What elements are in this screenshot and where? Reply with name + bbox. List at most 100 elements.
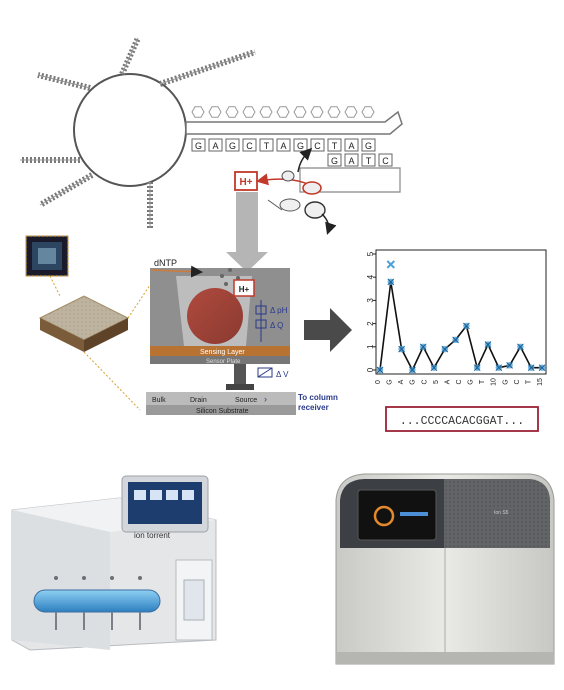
new-base-box — [327, 153, 342, 167]
signal-point-marker — [452, 336, 459, 344]
column-receiver-label: To column receiver — [298, 393, 338, 412]
x-tick-label: G — [502, 379, 509, 384]
new-base: A — [348, 156, 354, 166]
y-tick-label: 0 — [366, 367, 375, 372]
new-base-box — [361, 153, 376, 167]
x-tick-label: G — [410, 379, 417, 384]
template-base: G — [297, 141, 304, 151]
delta-q-label: Δ Q — [270, 321, 283, 330]
x-tick-label: T — [479, 379, 486, 384]
s5-screen — [357, 489, 437, 541]
template-base: A — [348, 141, 354, 151]
template-base: G — [229, 141, 236, 151]
signal-point-marker — [409, 366, 416, 374]
signal-point-marker — [495, 364, 503, 372]
signal-point-marker — [398, 345, 405, 353]
sugar-ring — [242, 106, 256, 118]
x-tick-label: 15 — [537, 378, 544, 386]
brand-label: ion torrent — [134, 531, 171, 540]
signal-point-marker — [430, 364, 438, 372]
template-base-box — [344, 138, 359, 152]
delta-v-label: Δ V — [276, 370, 289, 379]
signal-point-marker — [527, 364, 535, 372]
template-base: A — [212, 141, 218, 151]
y-tick-label: 4 — [366, 274, 375, 279]
chip-inset — [25, 235, 69, 297]
x-tick-label: 0 — [375, 380, 382, 384]
new-base: T — [366, 156, 372, 166]
y-tick-label: 1 — [366, 344, 375, 349]
bead-in-well — [187, 288, 243, 344]
new-base: G — [331, 156, 338, 166]
complement-strand — [299, 167, 401, 193]
well-array — [38, 284, 151, 411]
source-label: Source — [235, 397, 257, 404]
template-base-box — [208, 138, 223, 152]
y-tick-label: 3 — [366, 298, 375, 303]
sensor-cross-section: Sensing Layer Sensor Plate Bulk Drain So… — [146, 258, 338, 415]
sugar-ring — [361, 106, 375, 118]
signal-point-marker — [506, 362, 513, 369]
sequence-box — [385, 406, 539, 432]
x-tick-label: C — [421, 379, 428, 384]
template-strand-backbone — [185, 110, 403, 135]
template-base-box — [191, 138, 206, 152]
svg-text:›: › — [264, 394, 267, 404]
signal-point-marker — [419, 343, 427, 351]
sugar-ring — [293, 106, 307, 118]
proton-in-well-label: H+ — [239, 285, 250, 294]
y-tick-label: 2 — [366, 321, 375, 326]
sugar-ring — [259, 106, 273, 118]
x-tick-label: 5 — [433, 380, 440, 384]
signal-point-marker — [441, 345, 449, 353]
template-base: T — [332, 141, 338, 151]
new-base: C — [382, 156, 389, 166]
x-tick-label: T — [525, 379, 532, 384]
template-base-box — [242, 138, 257, 152]
ion-s5-instrument: Ion S5 — [335, 473, 555, 665]
sequence-read: ...CCCCACACGGAT... — [400, 415, 524, 428]
x-tick-label: C — [456, 379, 463, 384]
proton-label: H+ — [239, 177, 252, 188]
sugar-ring — [191, 106, 205, 118]
template-base: C — [314, 141, 321, 151]
transistor-layer — [146, 392, 296, 405]
bead-circle — [73, 73, 187, 187]
signal-point-marker — [463, 322, 470, 330]
template-base-box — [276, 138, 291, 152]
signal-point-marker — [473, 364, 481, 372]
sensing-layer-label: Sensing Layer — [200, 349, 245, 356]
sugar-ring — [276, 106, 290, 118]
delta-ph-label: Δ pH — [270, 306, 288, 315]
outlier-marker — [386, 260, 396, 269]
sugar-ring-row — [191, 106, 375, 118]
x-tick-label: G — [387, 379, 394, 384]
sensor-plate-label: Sensor Plate — [206, 359, 241, 365]
template-base-box — [361, 138, 376, 152]
template-base-box — [310, 138, 325, 152]
dntp-label: dNTP — [154, 258, 177, 268]
signal-point-marker — [517, 343, 524, 351]
x-tick-label: A — [398, 379, 405, 384]
s5-panel-text: Ion S5 — [494, 510, 509, 516]
sugar-ring — [310, 106, 324, 118]
new-base-box — [378, 153, 393, 167]
signal-point-marker — [387, 278, 395, 286]
signal-point-marker — [484, 341, 492, 348]
template-base: G — [195, 141, 202, 151]
sugar-ring — [344, 106, 358, 118]
signal-point-marker — [376, 366, 384, 374]
signal-line — [379, 281, 542, 372]
down-arrow — [226, 192, 268, 272]
template-base: G — [365, 141, 372, 151]
y-tick-label: 5 — [366, 251, 375, 256]
polymerase-reaction: H+ — [234, 147, 337, 235]
template-base: A — [280, 141, 286, 151]
right-arrow — [304, 308, 352, 352]
template-base-box — [327, 138, 342, 152]
